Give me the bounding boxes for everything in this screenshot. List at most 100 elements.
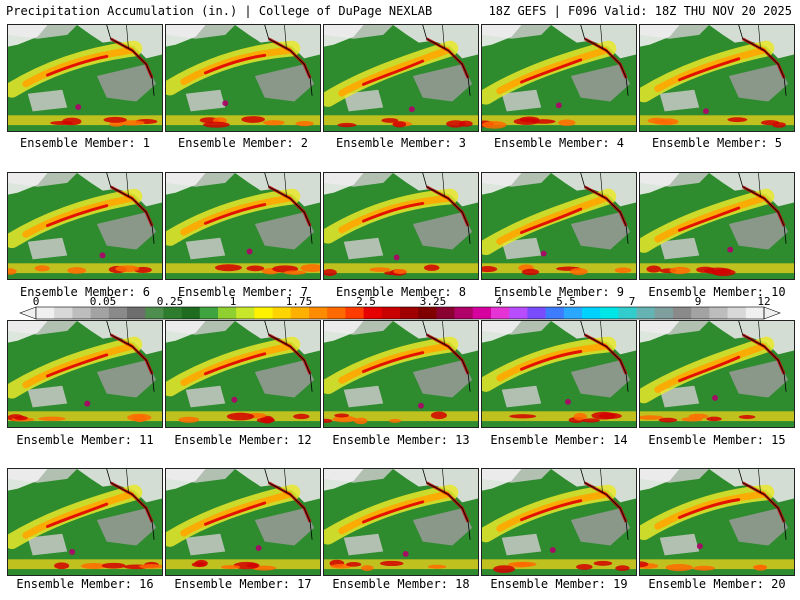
dry-area <box>501 385 542 408</box>
colorbar-swatch <box>727 307 747 319</box>
ensemble-map-panel <box>323 24 479 132</box>
precip-core <box>204 501 267 526</box>
ensemble-map-panel <box>481 172 637 280</box>
precipitation-map <box>324 469 478 571</box>
tropical-cell <box>509 414 537 419</box>
precipitation-map <box>166 321 320 424</box>
tropical-cell <box>521 268 540 276</box>
colorbar-swatch <box>472 307 492 319</box>
tropical-cell <box>598 412 622 420</box>
heavy-rain-spot <box>555 102 562 109</box>
ensemble-member-label: Ensemble Member: 19 <box>490 577 628 591</box>
ensemble-map-panel <box>639 320 795 428</box>
precip-band <box>496 491 608 533</box>
tropical-band <box>324 115 478 126</box>
ensemble-member-label: Ensemble Member: 10 <box>648 285 786 299</box>
colorbar-swatch <box>381 307 401 319</box>
coastline <box>580 469 629 540</box>
land-mass <box>324 25 364 47</box>
colorbar-swatch <box>163 307 182 319</box>
precip-band <box>496 47 608 95</box>
coastline <box>264 173 313 244</box>
tropical-cell <box>640 561 649 568</box>
colorbar-swatch <box>582 307 601 319</box>
dry-area <box>185 237 226 260</box>
colorbar-tick-label: 9 <box>694 295 702 308</box>
tropical-cell <box>109 121 124 127</box>
heavy-rain-spot <box>540 250 547 257</box>
coastline <box>106 25 155 96</box>
tropical-cell <box>711 268 736 277</box>
tropical-cell <box>67 267 87 274</box>
colorbar-swatch <box>327 307 346 319</box>
ensemble-map-panel <box>7 468 163 576</box>
tropical-cell <box>80 563 107 569</box>
colorbar-swatch <box>90 307 110 319</box>
colorbar-swatch <box>108 307 128 319</box>
colorbar-swatch <box>145 307 164 319</box>
colorbar-swatch <box>691 307 710 319</box>
ensemble-member-label: Ensemble Member: 4 <box>493 136 625 150</box>
dry-area <box>501 89 542 112</box>
precipitation-map <box>8 321 162 423</box>
precip-core <box>520 499 583 522</box>
heavy-rain-spot <box>702 108 709 115</box>
tropical-cell <box>581 418 600 423</box>
dry-area <box>27 89 68 112</box>
border-line <box>284 173 287 197</box>
border-line <box>758 173 761 197</box>
precip-band <box>338 195 450 234</box>
tropical-band <box>640 559 794 570</box>
colorbar-swatch <box>436 307 455 319</box>
coastline <box>264 25 313 96</box>
border-line <box>126 173 129 197</box>
dry-area <box>728 64 789 102</box>
colorbar-swatch <box>345 307 364 319</box>
tropical-cell <box>493 565 515 573</box>
tropical-cell <box>354 417 368 425</box>
tropical-cell <box>226 412 255 421</box>
tropical-cell <box>379 560 404 567</box>
run-info: 18Z GEFS | F096 Valid: 18Z THU NOV 20 20… <box>488 4 792 18</box>
heavy-rain-spot <box>75 104 82 111</box>
colorbar-swatch <box>418 307 437 319</box>
border-line <box>126 25 129 49</box>
page-title: Precipitation Accumulation (in.) | Colle… <box>6 4 433 18</box>
ensemble-member-label: Ensemble Member: 20 <box>648 577 786 591</box>
tropical-cell <box>127 413 152 422</box>
border-line <box>600 321 603 345</box>
tropical-cell <box>393 269 407 275</box>
land-mass <box>166 173 206 195</box>
precipitation-map <box>8 25 162 127</box>
precip-band <box>496 195 608 245</box>
coastline <box>738 321 787 392</box>
precip-core <box>46 54 109 77</box>
tropical-cell <box>482 266 498 273</box>
land-mass <box>8 173 48 195</box>
tropical-cell <box>513 118 540 125</box>
tropical-cell <box>361 565 374 571</box>
colorbar-tick-label: 0 <box>32 295 40 308</box>
colorbar-swatch <box>600 307 619 319</box>
ensemble-member-label: Ensemble Member: 7 <box>177 285 309 299</box>
precip-band <box>654 47 766 93</box>
dry-area <box>254 64 315 102</box>
precip-core <box>678 498 741 519</box>
dry-area <box>96 508 157 546</box>
border-line <box>284 469 287 493</box>
precip-band <box>338 343 450 384</box>
coastline <box>264 321 313 392</box>
tropical-band <box>8 411 162 422</box>
colorbar-tick-label: 2.5 <box>356 295 376 308</box>
border-line <box>442 321 445 345</box>
heavy-rain-spot <box>408 106 415 113</box>
ensemble-member-label: Ensemble Member: 5 <box>651 136 783 150</box>
precipitation-map <box>324 173 478 277</box>
precip-core <box>520 58 583 84</box>
tropical-cell <box>389 418 402 423</box>
tropical-cell <box>381 118 399 123</box>
tropical-cell <box>665 564 693 572</box>
land-mass <box>482 469 522 491</box>
land-mass <box>166 321 206 343</box>
heavy-rain-spot <box>712 395 719 401</box>
